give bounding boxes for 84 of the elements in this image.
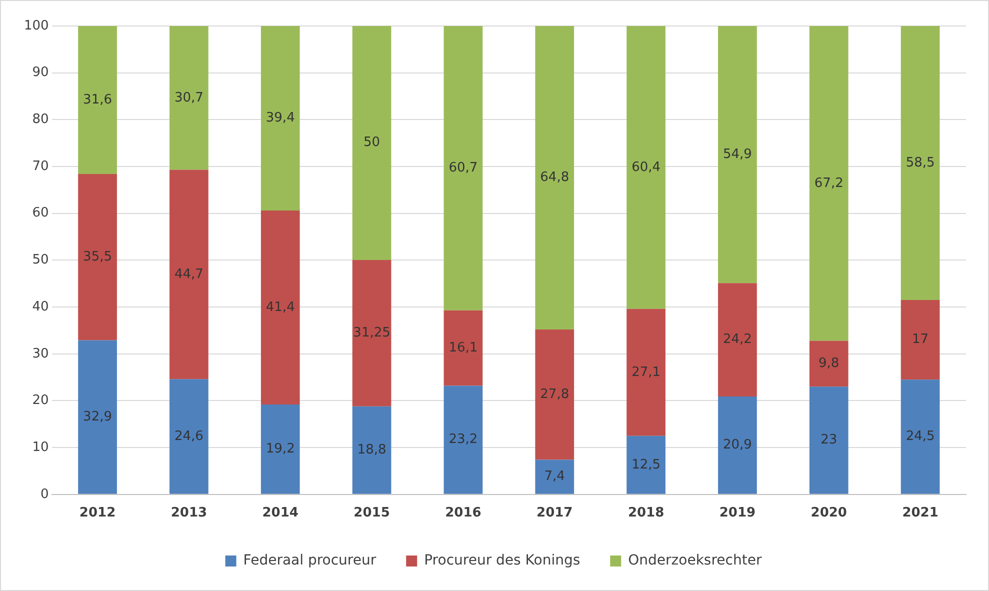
data-label: 30,7	[174, 90, 204, 106]
data-label: 27,1	[632, 364, 661, 380]
bar	[352, 260, 392, 406]
bar	[535, 330, 574, 460]
data-label: 23	[820, 432, 838, 448]
bar	[900, 26, 940, 300]
bar	[718, 396, 757, 494]
y-tick-label: 70	[32, 158, 49, 174]
x-tick-label: 2013	[170, 506, 208, 521]
y-tick-label: 0	[40, 486, 49, 502]
x-tick-label: 2014	[262, 506, 298, 521]
bar	[352, 406, 392, 494]
data-label: 64,8	[540, 170, 570, 186]
bar	[900, 300, 940, 380]
data-label: 23,2	[448, 432, 478, 448]
data-label: 9,8	[818, 356, 840, 372]
data-label: 31,25	[353, 326, 390, 341]
y-tick-label: 50	[32, 252, 49, 268]
data-label: 17	[912, 332, 929, 348]
y-tick-label: 80	[32, 112, 49, 128]
bar	[444, 310, 483, 386]
data-label: 39,4	[266, 110, 295, 126]
y-tick-label: 100	[24, 18, 49, 34]
x-tick-label: 2017	[536, 506, 573, 521]
data-label: 20,9	[722, 438, 752, 453]
data-label: 12,5	[632, 457, 661, 472]
legend-label: Federaal procureur	[243, 552, 376, 569]
data-label: 24,2	[722, 332, 752, 348]
data-label: 16,1	[448, 340, 478, 356]
bar	[170, 170, 208, 380]
bar	[718, 26, 757, 284]
data-label: 50	[364, 135, 380, 150]
y-tick-label: 90	[32, 65, 49, 80]
data-label: 31,6	[83, 92, 112, 108]
data-label: 7,4	[544, 469, 565, 484]
data-label: 24,6	[174, 428, 204, 444]
data-label: 41,4	[266, 300, 295, 315]
x-tick-label: 2020	[810, 506, 847, 521]
x-tick-label: 2021	[902, 506, 938, 521]
bar	[535, 460, 574, 494]
bar	[535, 26, 574, 330]
bar	[78, 26, 117, 174]
bar	[444, 26, 483, 310]
bar	[170, 26, 208, 170]
x-tick-label: 2012	[79, 506, 116, 521]
data-label: 19,2	[266, 442, 295, 457]
y-tick-label: 30	[32, 346, 49, 362]
bar	[260, 404, 300, 494]
bar	[809, 386, 848, 494]
data-label: 44,7	[174, 266, 204, 282]
y-tick-label: 60	[32, 206, 49, 221]
bar	[626, 308, 666, 436]
legend-label: Procureur des Konings	[424, 552, 580, 569]
y-tick-label: 10	[32, 440, 49, 455]
data-label: 58,5	[906, 155, 935, 170]
bar	[78, 174, 117, 340]
y-tick-label: 20	[32, 393, 49, 408]
data-label: 67,2	[814, 176, 844, 191]
legend-label: Onderzoeksrechter	[628, 552, 762, 569]
bar	[170, 379, 208, 494]
bar	[809, 26, 848, 341]
x-tick-label: 2019	[719, 506, 756, 521]
bar	[352, 26, 392, 260]
bar	[260, 26, 300, 211]
x-tick-label: 2016	[445, 506, 482, 521]
bar	[718, 283, 757, 397]
bar	[626, 26, 666, 309]
data-label: 60,4	[632, 160, 661, 175]
data-label: 24,5	[906, 429, 935, 444]
data-label: 27,8	[540, 387, 570, 402]
data-label: 35,5	[83, 250, 112, 265]
x-tick-label: 2018	[628, 506, 664, 521]
data-label: 32,9	[83, 409, 112, 424]
data-label: 54,9	[722, 146, 752, 162]
bar	[809, 340, 848, 387]
bar	[900, 380, 940, 494]
bar	[626, 436, 666, 494]
bar	[444, 386, 483, 494]
bar	[260, 210, 300, 404]
data-label: 60,7	[448, 160, 478, 176]
data-label: 18,8	[357, 442, 386, 458]
bar	[78, 340, 117, 494]
y-tick-label: 40	[32, 299, 49, 314]
x-tick-label: 2015	[354, 506, 390, 521]
